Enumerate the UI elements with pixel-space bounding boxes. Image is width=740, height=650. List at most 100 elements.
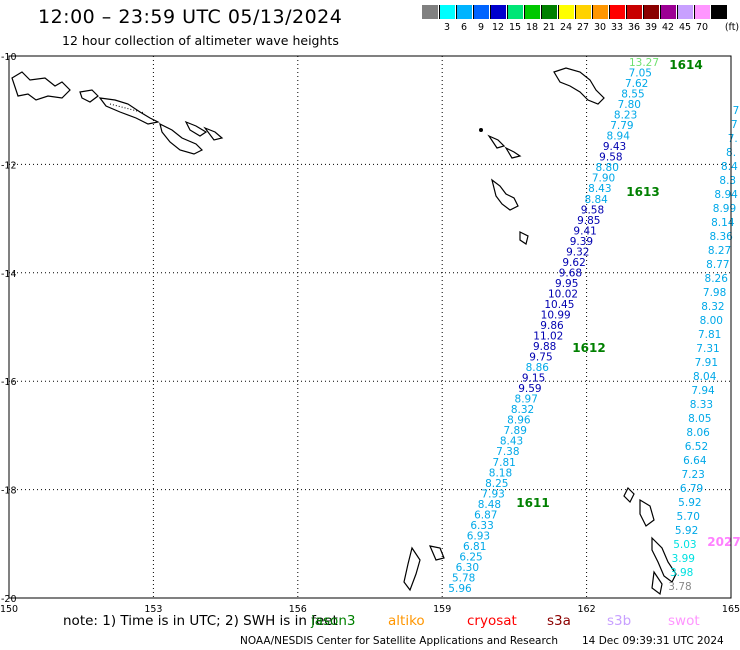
swh-reading: 9.58 <box>599 152 622 164</box>
swh-reading: 8.23 <box>614 110 637 122</box>
scale-swatch <box>694 5 710 19</box>
swh-reading: 11.02 <box>533 331 563 343</box>
scale-label: 39 <box>644 22 658 33</box>
coastline <box>428 545 445 561</box>
coastline <box>519 231 529 245</box>
scale-label: 24 <box>559 22 573 33</box>
swh-reading: 6.30 <box>456 562 479 574</box>
swh-reading: 7 <box>731 119 738 131</box>
swh-reading: 8.48 <box>478 499 501 511</box>
footer-timestamp: 14 Dec 09:39:31 UTC 2024 <box>582 635 724 647</box>
swh-reading: 9.59 <box>518 383 541 395</box>
swh-reading: 6.52 <box>685 441 708 453</box>
coastline <box>491 178 519 211</box>
swh-reading: 9.95 <box>555 278 578 290</box>
swh-reading: 7.98 <box>703 287 726 299</box>
swh-reading: 8.14 <box>711 217 735 229</box>
scale-swatch <box>643 5 659 19</box>
swh-reading: 7.94 <box>691 385 715 397</box>
swh-reading: 10.02 <box>548 288 578 300</box>
swh-reading: 10.99 <box>541 309 571 321</box>
swh-reading: 9.32 <box>566 246 589 258</box>
swh-reading: 6.79 <box>680 483 703 495</box>
swh-reading: 8.18 <box>489 467 512 479</box>
lon-tick-label: 165 <box>722 604 740 615</box>
pass-label: 2027 <box>707 535 740 549</box>
swh-reading: 13.27 <box>629 57 659 69</box>
lon-tick-label: 156 <box>289 604 307 615</box>
swh-reading: 3.78 <box>668 581 691 593</box>
swh-reading: 8.55 <box>621 89 644 101</box>
swh-reading: 8.04 <box>693 371 717 383</box>
lat-tick-label: -20 <box>1 594 17 605</box>
coastline <box>651 570 663 596</box>
swh-reading: 7.80 <box>618 99 641 111</box>
swh-reading: 8.43 <box>500 436 523 448</box>
swh-reading: 5.92 <box>675 525 698 537</box>
swh-reading: 7.91 <box>695 357 718 369</box>
scale-label: 27 <box>576 22 590 33</box>
swh-reading: 8.36 <box>709 231 733 243</box>
swh-reading: 7 <box>733 105 740 117</box>
swh-reading: 8.86 <box>526 362 550 374</box>
swh-reading: 7.62 <box>625 78 648 90</box>
swh-reading: 7.23 <box>681 469 704 481</box>
scale-swatch <box>524 5 540 19</box>
coastline <box>623 486 635 504</box>
swh-reading: 8.43 <box>588 183 611 195</box>
swh-reading: 10.45 <box>544 299 574 311</box>
scale-swatch <box>473 5 489 19</box>
scale-swatch <box>456 5 472 19</box>
scale-swatch <box>507 5 523 19</box>
satellite-s3b: s3b <box>607 613 632 629</box>
swh-reading: 6.64 <box>683 455 707 467</box>
scale-swatch <box>660 5 676 19</box>
swh-reading: 9.15 <box>522 373 545 385</box>
swh-reading: 9.43 <box>603 141 626 153</box>
pass-label: 1613 <box>626 185 659 199</box>
scale-label: 9 <box>477 22 485 33</box>
swh-reading: 7.81 <box>698 329 721 341</box>
scale-label: 15 <box>508 22 522 33</box>
scale-label: 21 <box>542 22 556 33</box>
scale-swatch <box>541 5 557 19</box>
scale-label: 30 <box>593 22 607 33</box>
swh-reading: 8.32 <box>701 301 724 313</box>
swh-reading: 9.88 <box>533 341 556 353</box>
scale-swatch <box>626 5 642 19</box>
lon-tick-label: 153 <box>144 604 162 615</box>
swh-reading: 5.70 <box>677 511 700 523</box>
scale-label: 45 <box>678 22 692 33</box>
swh-reading: 8.84 <box>584 194 608 206</box>
page-title: 12:00 – 23:59 UTC 05/13/2024 <box>38 6 343 28</box>
lon-tick-label: 159 <box>433 604 451 615</box>
lon-tick-label: 150 <box>0 604 18 615</box>
scale-label: 36 <box>627 22 641 33</box>
swh-reading: 8.26 <box>705 273 729 285</box>
swh-reading: 8.96 <box>507 415 531 427</box>
swh-reading: 7.38 <box>496 446 519 458</box>
scale-label: 18 <box>525 22 539 33</box>
swh-reading: 8.97 <box>515 394 538 406</box>
swh-reading: 7.90 <box>592 173 615 185</box>
swh-reading: 8.94 <box>714 189 738 201</box>
swh-reading: 7.05 <box>629 68 652 80</box>
swh-reading: 8.05 <box>688 413 711 425</box>
swh-reading: 7.93 <box>481 488 504 500</box>
scale-swatch <box>422 5 438 19</box>
coastline <box>11 71 71 101</box>
scale-swatch <box>609 5 625 19</box>
scale-swatch <box>592 5 608 19</box>
swh-reading: 6.33 <box>470 520 493 532</box>
pass-label: 1612 <box>572 341 605 355</box>
swh-reading: 9.62 <box>562 257 585 269</box>
swh-reading: 8.06 <box>686 427 710 439</box>
swh-reading: 6.25 <box>459 551 482 563</box>
pass-label: 1611 <box>516 496 549 510</box>
scale-label: 33 <box>610 22 624 33</box>
swh-reading: 8.27 <box>708 245 731 257</box>
swh-reading: 8.80 <box>596 162 619 174</box>
swh-reading: 9.85 <box>577 215 600 227</box>
scale-unit: (ft) <box>724 22 740 33</box>
swh-reading: 3.99 <box>672 553 695 565</box>
